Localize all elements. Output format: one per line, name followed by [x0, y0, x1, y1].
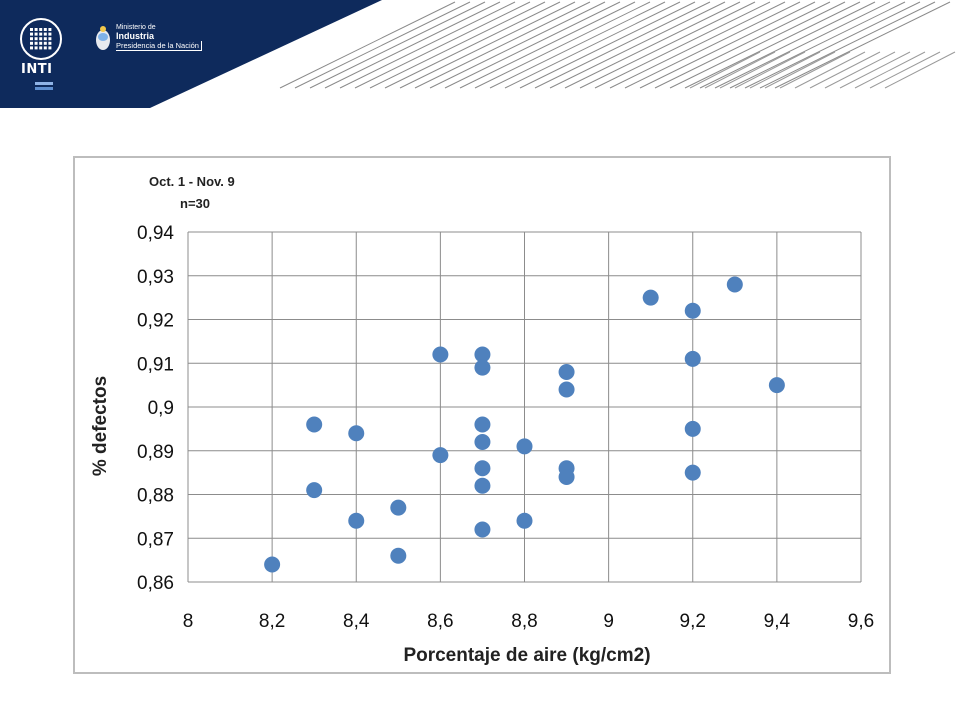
chart-frame [73, 156, 891, 674]
coat-of-arms-icon [96, 26, 110, 50]
data-point [474, 416, 491, 433]
data-point [642, 289, 659, 306]
y-tick-labels: 0,94 0,93 0,92 0,91 0,9 0,89 0,88 0,87 0,86 [137, 223, 174, 594]
chart-annotation-period: Oct. 1 - Nov. 9 [149, 174, 235, 189]
y-tick-label: 0,91 [137, 354, 174, 375]
scatter-chart: 0,94 0,93 0,92 0,91 0,9 0,89 0,88 0,87 0,86 8 8,2… [90, 174, 875, 666]
y-tick-label: 0,87 [137, 529, 174, 550]
data-point [474, 359, 491, 376]
x-tick-label: 8,8 [511, 611, 537, 632]
y-axis-label: % defectos [90, 376, 111, 476]
x-tick-label: 8 [183, 611, 194, 632]
inti-logo [14, 14, 68, 94]
data-point [474, 521, 491, 538]
y-tick-label: 0,89 [137, 442, 174, 463]
header-banner [0, 0, 956, 108]
data-point [474, 434, 491, 450]
data-point [474, 346, 491, 363]
data-point [390, 547, 407, 564]
x-tick-label: 8,2 [259, 611, 285, 632]
y-tick-label: 0,9 [148, 398, 174, 419]
data-point [432, 346, 449, 363]
data-point [348, 425, 365, 442]
x-tick-label: 9,2 [680, 611, 706, 632]
data-point [432, 447, 449, 464]
y-tick-label: 0,86 [137, 573, 174, 594]
data-point [558, 364, 575, 380]
ministry-line2: Industria [116, 31, 155, 41]
data-point [516, 438, 533, 455]
x-tick-label: 9,4 [764, 611, 791, 632]
data-point [474, 477, 491, 494]
banner-shape [0, 0, 382, 108]
data-point [390, 499, 407, 516]
data-point [348, 512, 365, 529]
ministry-line1: Ministerio de [116, 24, 156, 31]
data-point [684, 464, 701, 481]
data-point [474, 460, 491, 477]
x-tick-labels: 8 8,2 8,4 8,6 8,8 9 9,2 9,4 9,6 [183, 611, 875, 632]
x-tick-label: 9 [603, 611, 614, 632]
chart-annotation-n: n=30 [180, 196, 210, 211]
y-tick-label: 0,93 [137, 267, 174, 288]
ministry-line3: Presidencia de la Nación [116, 41, 202, 51]
x-tick-label: 9,6 [848, 611, 874, 632]
inti-logo-icon [20, 18, 62, 90]
decorative-stripes [279, 1, 956, 89]
data-point [516, 512, 533, 529]
ministry-logo: Ministerio de Industria Presidencia de l… [116, 23, 202, 51]
y-tick-label: 0,88 [137, 486, 174, 507]
data-point [684, 350, 701, 367]
x-tick-label: 8,4 [343, 611, 370, 632]
x-tick-label: 8,6 [427, 611, 453, 632]
data-point [726, 276, 743, 293]
y-tick-label: 0,92 [137, 311, 174, 332]
data-points [264, 276, 785, 573]
data-point [768, 377, 785, 394]
data-point [306, 416, 323, 433]
data-point [684, 302, 701, 319]
y-tick-label: 0,94 [137, 223, 174, 244]
data-point [264, 556, 281, 573]
data-point [558, 381, 575, 398]
org-short-name: INTI [21, 62, 53, 77]
data-point [306, 482, 323, 499]
data-point [684, 420, 701, 437]
grid-lines [187, 231, 862, 583]
x-axis-label: Porcentaje de aire (kg/cm2) [403, 645, 650, 666]
data-point [558, 469, 575, 485]
